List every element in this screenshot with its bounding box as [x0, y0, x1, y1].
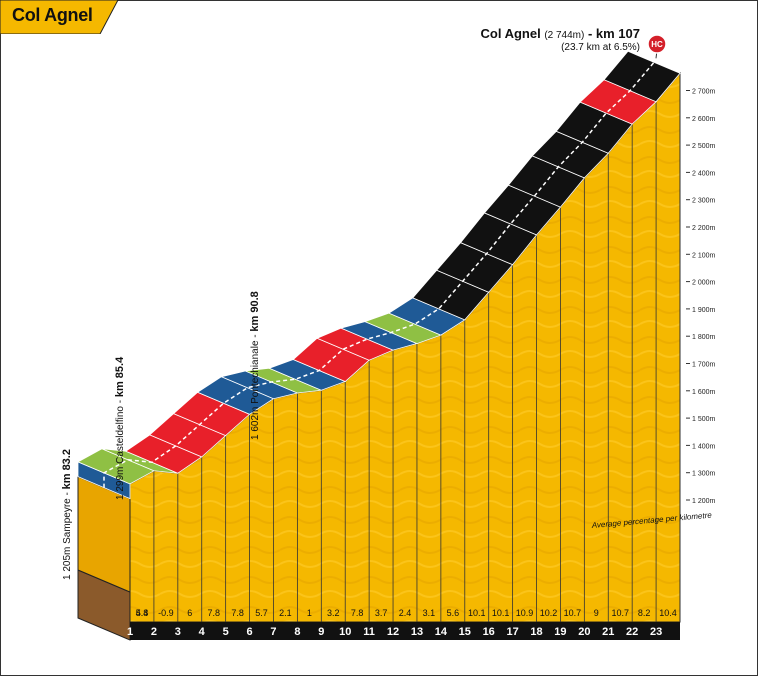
km-label: 17: [506, 626, 518, 638]
gradient-value: 8.2: [638, 608, 651, 618]
km-label: 8: [294, 626, 300, 638]
km-label: 4: [199, 626, 206, 638]
town-label: 1 602m Pontechianale - km 90.8: [249, 291, 261, 440]
summit-label: Col Agnel (2 744m) - km 107: [430, 26, 640, 41]
km-label: 23: [650, 626, 662, 638]
km-label: 19: [554, 626, 566, 638]
y-tick-label: 1 800m: [692, 334, 716, 341]
gradient-value: 10.9: [516, 608, 534, 618]
km-label: 7: [270, 626, 276, 638]
gradient-value: 7.8: [231, 608, 244, 618]
gradient-value: 7.8: [207, 608, 220, 618]
town-altitude: 1 602m Pontechianale - km 90.8: [249, 291, 261, 440]
km-label: 6: [247, 626, 253, 638]
gradient-value: 5.4: [136, 608, 149, 618]
gradient-value: 10.4: [659, 608, 677, 618]
gradient-value: 7.8: [351, 608, 364, 618]
km-label: 16: [483, 626, 495, 638]
town-altitude: 1 299m Casteldelfino - km 85.4: [114, 356, 126, 500]
km-label: 20: [578, 626, 590, 638]
gradient-value: 1: [307, 608, 312, 618]
gradient-value: 3.7: [375, 608, 388, 618]
y-tick-label: 1 200m: [692, 498, 716, 505]
km-label: 21: [602, 626, 614, 638]
y-tick-label: 1 300m: [692, 471, 716, 478]
summit-stats: (23.7 km at 6.5%): [561, 42, 640, 53]
title-tab: Col Agnel: [0, 0, 120, 34]
y-tick-label: 1 900m: [692, 307, 716, 314]
gradient-value: 2.1: [279, 608, 292, 618]
y-tick-label: 2 000m: [692, 280, 716, 287]
km-label: 3: [175, 626, 181, 638]
km-label: 13: [411, 626, 423, 638]
gradient-value: 10.7: [611, 608, 629, 618]
y-tick-label: 2 200m: [692, 225, 716, 232]
y-tick-label: 2 500m: [692, 143, 716, 150]
gradient-value: 4.8: [136, 608, 149, 618]
summit-name: Col Agnel: [480, 26, 541, 41]
gradient-value: 3.2: [327, 608, 340, 618]
y-tick-label: 1 400m: [692, 443, 716, 450]
summit-altitude: (2 744m): [544, 30, 585, 41]
y-tick-label: 2 400m: [692, 170, 716, 177]
gradient-value: 10.2: [540, 608, 558, 618]
km-label: 15: [459, 626, 471, 638]
gradient-value: 10.7: [564, 608, 582, 618]
y-tick-label: 1 600m: [692, 389, 716, 396]
road-line: [103, 61, 655, 488]
y-tick-label: 2 600m: [692, 116, 716, 123]
y-tick-label: 1 500m: [692, 416, 716, 423]
km-label: 2: [151, 626, 157, 638]
y-tick-label: 2 100m: [692, 252, 716, 259]
town-km: km 90.8: [249, 291, 261, 331]
title-tab-shape: [0, 0, 119, 34]
town-altitude: 1 205m Sampeyre - km 83.2: [61, 449, 73, 580]
hc-badge: [647, 34, 667, 54]
climb-title: Col Agnel: [12, 5, 93, 25]
town-km: km 85.4: [114, 356, 126, 397]
km-label: 22: [626, 626, 638, 638]
km-strip: [130, 622, 680, 640]
hc-label: HC: [651, 40, 663, 49]
town-label: 1 205m Sampeyre - km 83.2: [61, 449, 73, 580]
km-label: 1: [127, 626, 133, 638]
y-tick-label: 2 700m: [692, 89, 716, 96]
km-label: 5: [223, 626, 229, 638]
km-label: 10: [339, 626, 351, 638]
summit-km-sep: -: [584, 26, 596, 41]
y-tick-label: 1 700m: [692, 362, 716, 369]
y-tick-label: 2 300m: [692, 198, 716, 205]
town-km: km 83.2: [61, 449, 73, 489]
km-label: 12: [387, 626, 399, 638]
gradient-value: 9: [594, 608, 599, 618]
km-label: 18: [530, 626, 542, 638]
gradient-value: 10.1: [468, 608, 486, 618]
gradient-value: 5.7: [255, 608, 268, 618]
town-label: 1 299m Casteldelfino - km 85.4: [114, 356, 126, 500]
summit-km: km 107: [595, 26, 640, 41]
km-label: 9: [318, 626, 324, 638]
gradient-value: 6: [187, 608, 192, 618]
gradient-value: 5.6: [447, 608, 460, 618]
gradient-value: 3.1: [423, 608, 436, 618]
gradient-value: 10.1: [492, 608, 510, 618]
gradient-value: 2.4: [399, 608, 412, 618]
gradient-value: -0.9: [158, 608, 174, 618]
km-label: 14: [435, 626, 448, 638]
km-label: 11: [363, 626, 375, 638]
